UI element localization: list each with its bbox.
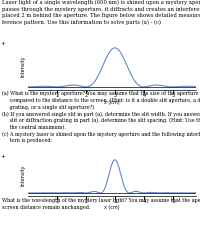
X-axis label: x (cm): x (cm) bbox=[104, 205, 120, 210]
Text: +: + bbox=[0, 42, 5, 47]
X-axis label: x (cm): x (cm) bbox=[104, 100, 120, 105]
Text: (a) What is the mystery aperture? You may assume that the size of the aperture i: (a) What is the mystery aperture? You ma… bbox=[2, 91, 200, 143]
Y-axis label: Intensity: Intensity bbox=[21, 164, 26, 186]
Y-axis label: Intensity: Intensity bbox=[21, 55, 26, 77]
Text: What is the wavelength of the mystery laser light? You may assume that the apert: What is the wavelength of the mystery la… bbox=[2, 198, 200, 210]
Text: Laser light of a single wavelength (600 nm) is shined upon a mystery aperture. A: Laser light of a single wavelength (600 … bbox=[2, 0, 200, 25]
Text: +: + bbox=[0, 154, 5, 159]
